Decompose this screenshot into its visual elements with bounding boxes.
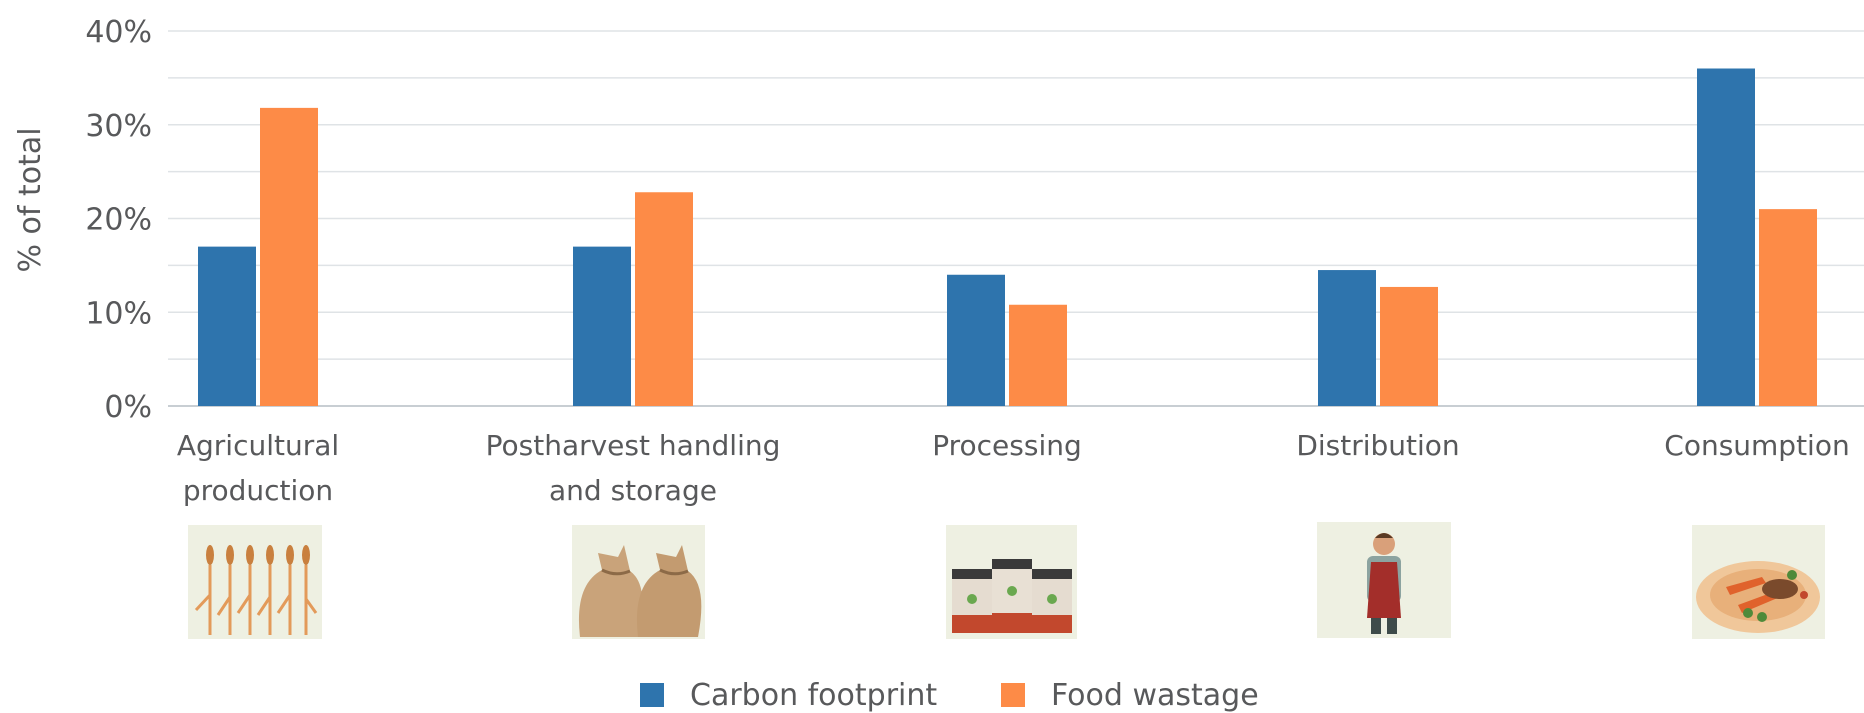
- bar-food-wastage: [260, 107, 318, 406]
- legend-label-food: Food wastage: [1051, 678, 1259, 713]
- legend-label-carbon: Carbon footprint: [690, 678, 937, 713]
- bar-carbon-footprint: [947, 274, 1005, 406]
- legend-swatch-carbon: [640, 683, 664, 707]
- y-tick-label: 0%: [104, 390, 152, 425]
- bars-layer: [198, 68, 1817, 406]
- worker-icon: [1317, 522, 1451, 638]
- grid-layer: [168, 30, 1864, 407]
- bar-food-wastage: [1759, 209, 1817, 406]
- bar-carbon-footprint: [198, 246, 256, 406]
- x-tick-label: Distribution: [1296, 429, 1459, 462]
- y-axis: 0% 10% 20% 30% 40%: [85, 15, 152, 425]
- x-tick-label: and storage: [549, 474, 717, 507]
- grain-sacks-icon: [572, 525, 705, 639]
- wheat-icon: [188, 525, 322, 639]
- y-tick-label: 10%: [85, 296, 152, 331]
- x-tick-label: Postharvest handling: [486, 429, 781, 462]
- bar-carbon-footprint: [1697, 68, 1755, 406]
- y-tick-label: 30%: [85, 109, 152, 144]
- meal-plate-icon: [1692, 525, 1825, 639]
- x-tick-label: Consumption: [1664, 429, 1849, 462]
- bar-carbon-footprint: [1318, 270, 1376, 406]
- bar-food-wastage: [1009, 304, 1067, 406]
- x-tick-label: Agricultural: [177, 429, 339, 462]
- y-tick-label: 20%: [85, 203, 152, 238]
- x-tick-label: Processing: [932, 429, 1082, 462]
- y-tick-label: 40%: [85, 15, 152, 50]
- jars-icon: [946, 525, 1077, 639]
- x-axis: Agricultural production Postharvest handli…: [177, 429, 1850, 507]
- bar-food-wastage: [635, 192, 693, 406]
- bar-food-wastage: [1380, 286, 1438, 406]
- legend-swatch-food: [1001, 683, 1025, 707]
- bar-carbon-footprint: [573, 246, 631, 406]
- y-axis-label: % of total: [13, 127, 48, 272]
- x-tick-label: production: [183, 474, 333, 507]
- legend: Carbon footprint Food wastage: [640, 678, 1259, 713]
